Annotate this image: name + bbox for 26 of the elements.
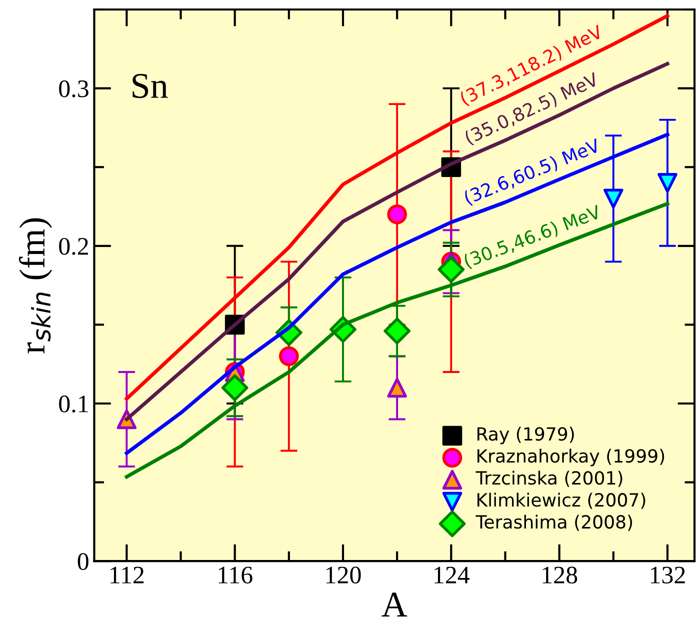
legend-label: Terashima (2008) [476,514,632,531]
point [384,318,410,344]
y-tick-label: 0 [78,553,88,570]
legend-label: Trzcinska (2001) [476,470,622,487]
point [279,346,299,366]
y-axis-title: r$_{skin}$ (fm) [18,218,52,354]
x-axis-title: A [382,592,408,616]
x-tick-label: 116 [218,566,252,584]
point [603,188,624,209]
y-tick-label: 0.1 [59,396,88,413]
point [438,256,465,283]
legend-label: Kraznahorkay (1999) [478,448,664,466]
x-tick-label: 128 [542,566,578,584]
point [221,374,248,402]
x-tick-label: 112 [110,566,144,584]
annotation: Sn [132,74,168,98]
point [387,378,407,398]
y-tick-label: 0.2 [59,238,88,255]
point [387,204,407,224]
x-tick-label: 120 [326,566,361,584]
x-tick-label: 132 [650,566,685,584]
y-tick-label: 0.3 [59,80,88,98]
point [658,172,678,193]
legend-label: Klimkiewicz (2007) [478,492,646,509]
x-tick-label: 124 [434,566,470,584]
legend-label: Ray (1979) [478,426,574,444]
